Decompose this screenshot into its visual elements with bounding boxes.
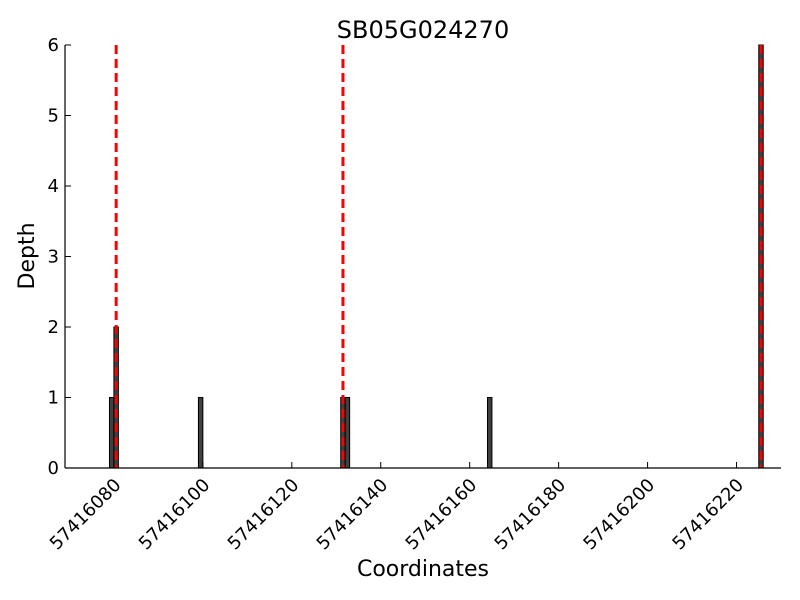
- chart-title: SB05G024270: [337, 16, 509, 44]
- x-tick-label: 57416200: [579, 475, 659, 555]
- x-tick-label: 57416220: [668, 475, 748, 555]
- bar-0: [108, 397, 115, 469]
- x-tick-label: 57416160: [402, 475, 482, 555]
- y-tick-label: 2: [48, 317, 59, 338]
- y-tick-label: 6: [48, 35, 59, 56]
- x-tick-label: 57416080: [46, 475, 126, 555]
- y-tick-label: 3: [48, 247, 59, 268]
- x-axis-label: Coordinates: [357, 557, 489, 582]
- x-tick-label: 57416120: [224, 475, 304, 555]
- y-tick-label: 0: [48, 458, 59, 479]
- y-tick-label: 4: [48, 176, 59, 197]
- bar-5: [486, 397, 493, 469]
- y-axis-label: Depth: [15, 222, 40, 289]
- x-tick-label: 57416140: [313, 475, 393, 555]
- x-tick-label: 57416100: [135, 475, 215, 555]
- reference-lines-layer: [114, 45, 763, 468]
- x-tick-label: 57416180: [491, 475, 571, 555]
- bars-layer: [108, 44, 764, 469]
- y-tick-label: 1: [48, 388, 59, 409]
- bar-2: [197, 397, 204, 469]
- y-tick-label: 5: [48, 106, 59, 127]
- bar-4: [344, 397, 351, 469]
